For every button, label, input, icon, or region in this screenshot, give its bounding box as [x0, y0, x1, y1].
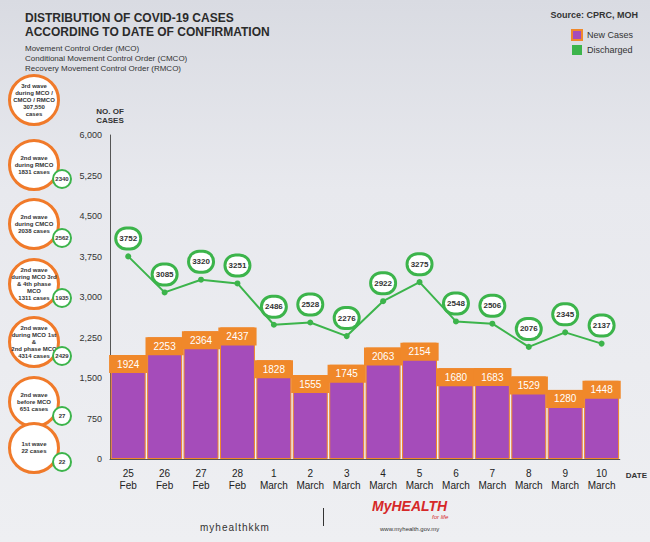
svg-text:3251: 3251 [229, 261, 247, 270]
svg-text:3320: 3320 [192, 257, 210, 266]
svg-text:3275: 3275 [411, 260, 429, 269]
svg-text:March: March [369, 480, 397, 491]
html-text:for life: for life [432, 514, 449, 520]
svg-text:2528: 2528 [301, 300, 319, 309]
svg-text:2486: 2486 [265, 302, 283, 311]
svg-text:March: March [442, 480, 470, 491]
svg-text:2137: 2137 [593, 321, 611, 330]
svg-text:Conditional Movement Control O: Conditional Movement Control Order (CMCO… [25, 54, 188, 63]
html-text:1935: 1935 [55, 295, 69, 301]
svg-text:1745: 1745 [336, 368, 359, 379]
html-text:2nd wave during MCO 3rd & 4th: 2nd wave during MCO 3rd & 4th phase MCO … [11, 266, 57, 301]
svg-text:0: 0 [97, 454, 102, 464]
svg-text:March: March [515, 480, 543, 491]
html-text:27: 27 [58, 413, 66, 419]
svg-text:3: 3 [344, 468, 350, 479]
svg-text:2276: 2276 [338, 314, 356, 323]
svg-text:Recovery Movement Control Orde: Recovery Movement Control Order (RMCO) [25, 64, 181, 73]
svg-text:2076: 2076 [520, 324, 538, 333]
svg-text:2548: 2548 [447, 299, 465, 308]
html-text:2429: 2429 [55, 353, 69, 359]
svg-text:2922: 2922 [374, 279, 392, 288]
svg-text:NO. OF: NO. OF [96, 107, 124, 116]
svg-text:4,500: 4,500 [79, 211, 102, 221]
svg-text:2506: 2506 [483, 301, 501, 310]
svg-text:2253: 2253 [153, 341, 176, 352]
svg-text:1924: 1924 [117, 359, 140, 370]
svg-text:Movement Control Order (MCO): Movement Control Order (MCO) [25, 44, 140, 53]
svg-text:Feb: Feb [120, 480, 138, 491]
svg-text:2437: 2437 [226, 331, 249, 342]
html-text:2nd wave during MCO 1st & 2nd: 2nd wave during MCO 1st & 2nd phase MCO … [11, 324, 57, 359]
svg-text:1680: 1680 [445, 372, 468, 383]
svg-text:27: 27 [195, 468, 207, 479]
svg-text:3085: 3085 [156, 270, 174, 279]
svg-text:March: March [478, 480, 506, 491]
svg-text:10: 10 [596, 468, 608, 479]
svg-text:2063: 2063 [372, 351, 395, 362]
html-text:2nd wave before MCO 651 cases: 2nd wave before MCO 651 cases [17, 391, 51, 412]
svg-text:March: March [260, 480, 288, 491]
svg-text:Feb: Feb [192, 480, 210, 491]
svg-text:25: 25 [123, 468, 135, 479]
svg-text:ACCORDING TO DATE OF CONFIRMAT: ACCORDING TO DATE OF CONFIRMATION [25, 25, 270, 39]
html-text:2340: 2340 [55, 176, 69, 182]
svg-text:DISTRIBUTION OF COVID-19 CASES: DISTRIBUTION OF COVID-19 CASES [25, 11, 234, 25]
svg-text:March: March [406, 480, 434, 491]
svg-text:New Cases: New Cases [587, 30, 634, 40]
html-text:2562: 2562 [55, 235, 69, 241]
svg-text:750: 750 [87, 414, 102, 424]
svg-text:1683: 1683 [481, 372, 504, 383]
html-text:www.myhealth.gov.my: www.myhealth.gov.my [380, 526, 440, 532]
svg-text:March: March [551, 480, 579, 491]
svg-text:8: 8 [526, 468, 532, 479]
svg-text:28: 28 [232, 468, 244, 479]
svg-text:2345: 2345 [556, 310, 574, 319]
svg-text:2364: 2364 [190, 335, 213, 346]
svg-text:5,250: 5,250 [79, 171, 102, 181]
svg-text:1448: 1448 [590, 384, 613, 395]
svg-text:March: March [588, 480, 616, 491]
svg-text:1828: 1828 [263, 364, 286, 375]
svg-text:Feb: Feb [156, 480, 174, 491]
svg-text:1: 1 [271, 468, 277, 479]
svg-text:2,250: 2,250 [79, 333, 102, 343]
svg-text:1529: 1529 [518, 380, 541, 391]
svg-text:DATE: DATE [626, 471, 648, 480]
svg-text:3,750: 3,750 [79, 252, 102, 262]
svg-text:Source: CPRC, MOH: Source: CPRC, MOH [550, 10, 638, 20]
svg-text:6: 6 [453, 468, 459, 479]
svg-text:26: 26 [159, 468, 171, 479]
svg-text:Discharged: Discharged [587, 45, 633, 55]
svg-text:2: 2 [308, 468, 314, 479]
svg-text:3752: 3752 [119, 234, 137, 243]
svg-text:4: 4 [380, 468, 386, 479]
svg-text:CASES: CASES [96, 116, 124, 125]
html-text:1st wave 22 cases: 1st wave 22 cases [21, 441, 47, 454]
html-text:3rd wave during MCO / CMCO / R: 3rd wave during MCO / CMCO / RMCO 307,55… [13, 82, 55, 117]
svg-text:2154: 2154 [408, 346, 431, 357]
svg-text:March: March [296, 480, 324, 491]
svg-text:3,000: 3,000 [79, 292, 102, 302]
html-text:2nd wave during RMCO 1831 case: 2nd wave during RMCO 1831 cases [14, 154, 54, 175]
svg-text:5: 5 [417, 468, 423, 479]
svg-text:1,500: 1,500 [79, 373, 102, 383]
html-text:22: 22 [58, 459, 66, 465]
svg-text:March: March [333, 480, 361, 491]
svg-text:7: 7 [490, 468, 496, 479]
svg-text:6,000: 6,000 [79, 130, 102, 140]
svg-text:Feb: Feb [229, 480, 247, 491]
html-text:2nd wave during CMCO 2038 case: 2nd wave during CMCO 2038 cases [14, 213, 54, 234]
html-text:MyHEALTH: MyHEALTH [372, 498, 448, 514]
svg-text:1280: 1280 [554, 393, 577, 404]
svg-text:1555: 1555 [299, 379, 322, 390]
html-text:myhealthkkm: myhealthkkm [200, 522, 270, 533]
svg-text:9: 9 [562, 468, 568, 479]
